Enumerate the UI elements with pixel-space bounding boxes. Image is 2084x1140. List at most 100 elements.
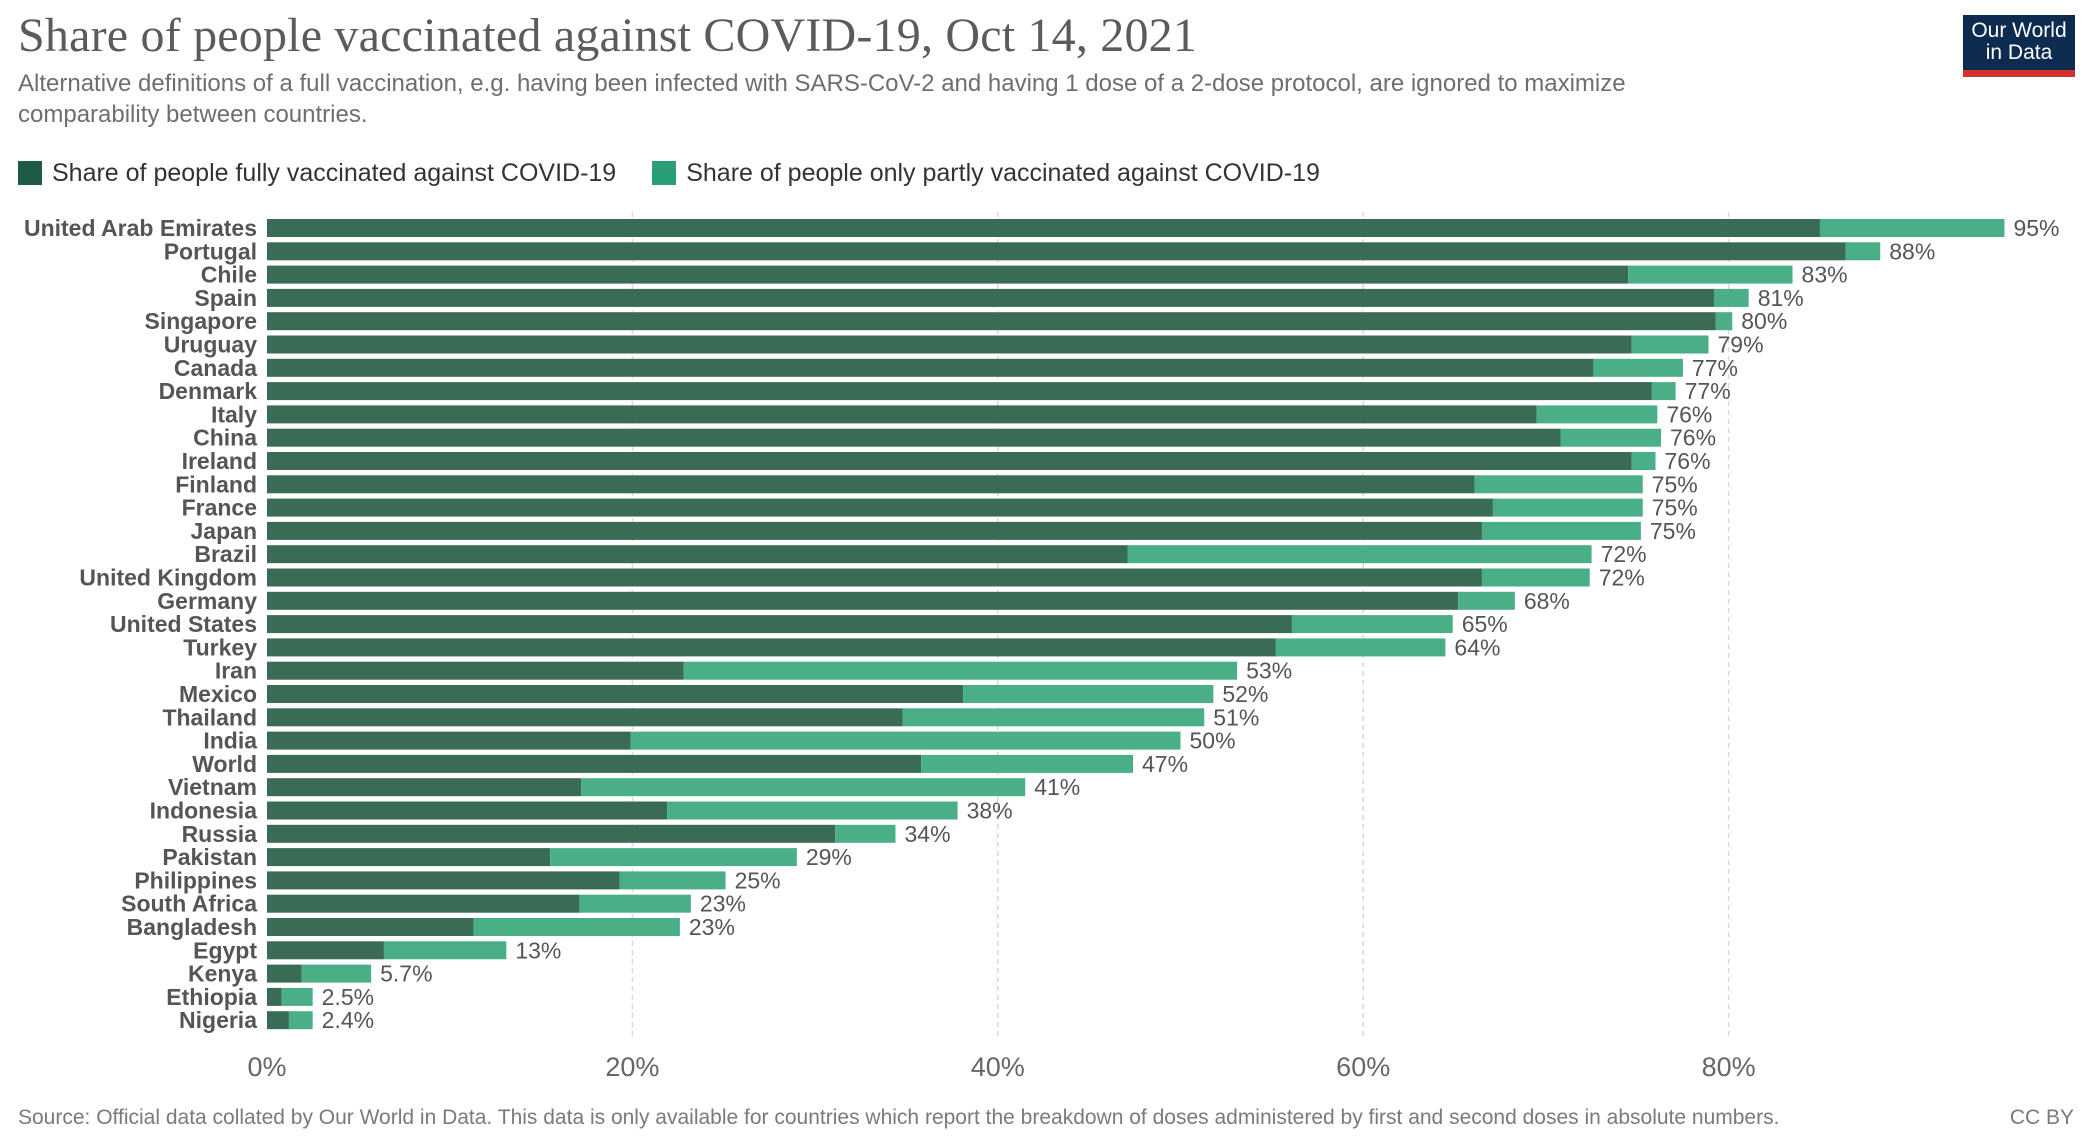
bar-fully — [267, 918, 474, 936]
category-label: Nigeria — [179, 1007, 257, 1033]
bar-partly — [835, 824, 896, 843]
bar-fully — [267, 708, 903, 727]
bar-fully — [267, 894, 580, 913]
category-label: Italy — [211, 401, 257, 427]
bar-partly — [581, 778, 1026, 797]
value-label: 23% — [700, 891, 746, 917]
bar-partly — [683, 661, 1238, 680]
bar-fully — [267, 242, 1846, 261]
value-label: 2.4% — [322, 1007, 374, 1033]
bar-partly — [1481, 568, 1590, 587]
bar-partly — [1715, 312, 1733, 331]
category-label: Mexico — [179, 681, 257, 707]
category-label: China — [193, 425, 257, 451]
logo-line-2: in Data — [1985, 41, 2053, 64]
chart-subtitle: Alternative definitions of a full vaccin… — [18, 70, 1626, 128]
bar-partly — [1458, 591, 1515, 610]
category-label: Ethiopia — [166, 984, 257, 1010]
value-label: 47% — [1142, 751, 1188, 777]
owid-logo[interactable]: Our World in Data — [1963, 15, 2075, 77]
bar-partly — [963, 685, 1214, 703]
bar-fully — [267, 801, 668, 820]
category-label: Singapore — [145, 308, 257, 334]
value-label: 5.7% — [380, 961, 432, 987]
bar-fully — [267, 941, 384, 960]
value-label: 79% — [1718, 332, 1764, 358]
bar-fully — [267, 964, 302, 983]
value-label: 34% — [904, 821, 950, 847]
legend-item-fully[interactable]: Share of people fully vaccinated against… — [18, 159, 616, 188]
bar-fully — [267, 545, 1128, 564]
value-label: 75% — [1650, 518, 1696, 544]
bar-fully — [267, 754, 922, 773]
bar-fully — [267, 591, 1459, 610]
category-label: Kenya — [188, 961, 257, 987]
value-label: 29% — [806, 844, 852, 870]
x-tick-label: 20% — [605, 1052, 659, 1082]
value-label: 75% — [1652, 471, 1698, 497]
category-label: Finland — [175, 471, 257, 497]
value-label: 52% — [1222, 681, 1268, 707]
bar-partly — [1275, 638, 1446, 657]
bar-fully — [267, 824, 836, 843]
bar-partly — [281, 987, 313, 1006]
category-label: Pakistan — [162, 844, 257, 870]
bar-partly — [1651, 382, 1676, 401]
category-label: Bangladesh — [127, 914, 257, 940]
value-label: 50% — [1190, 728, 1236, 754]
bar-partly — [1631, 335, 1709, 354]
value-label: 83% — [1802, 262, 1848, 288]
bar-fully — [267, 475, 1475, 494]
category-label: Spain — [194, 285, 257, 311]
category-label: Portugal — [164, 238, 257, 264]
source-note: Source: Official data collated by Our Wo… — [18, 1106, 1780, 1129]
bar-partly — [1560, 428, 1662, 447]
value-label: 68% — [1524, 588, 1570, 614]
legend-item-partly[interactable]: Share of people only partly vaccinated a… — [652, 159, 1320, 188]
category-label: United Arab Emirates — [24, 215, 257, 241]
category-label: Indonesia — [150, 798, 258, 824]
category-label: Vietnam — [168, 774, 257, 800]
bar-fully — [267, 312, 1716, 331]
license-link[interactable]: CC BY — [2009, 1106, 2074, 1129]
bar-fully — [267, 219, 1820, 237]
x-tick-label: 0% — [247, 1052, 286, 1082]
bar-partly — [1474, 475, 1643, 494]
bar-fully — [267, 452, 1632, 470]
value-label: 25% — [735, 867, 781, 893]
x-tick-label: 60% — [1336, 1052, 1390, 1082]
bar-fully — [267, 382, 1652, 401]
category-label: Canada — [174, 355, 257, 381]
value-label: 95% — [2013, 215, 2059, 241]
category-label: Denmark — [159, 378, 258, 404]
bar-fully — [267, 568, 1482, 587]
value-label: 77% — [1692, 355, 1738, 381]
bar-partly — [1845, 242, 1881, 261]
bar-fully — [267, 265, 1629, 284]
category-label: Japan — [191, 518, 257, 544]
bar-chart: 0% 20% 40% 60% 80% United Arab Emirates 95% Por… — [24, 212, 2060, 1082]
bar-partly — [902, 708, 1205, 727]
value-label: 76% — [1670, 425, 1716, 451]
legend: Share of people fully vaccinated against… — [18, 158, 1356, 188]
category-label: United Kingdom — [79, 565, 257, 591]
bar-partly — [1713, 288, 1749, 307]
bar-partly — [1536, 405, 1658, 424]
category-label: Iran — [215, 658, 257, 684]
value-label: 76% — [1666, 401, 1712, 427]
category-label: Turkey — [183, 634, 257, 660]
bar-fully — [267, 778, 582, 797]
bar-fully — [267, 358, 1594, 377]
category-label: Germany — [157, 588, 257, 614]
bar-fully — [267, 685, 964, 703]
category-label: South Africa — [121, 891, 257, 917]
value-label: 72% — [1599, 565, 1645, 591]
value-label: 23% — [689, 914, 735, 940]
bar-partly — [550, 848, 797, 867]
value-label: 77% — [1685, 378, 1731, 404]
value-label: 80% — [1741, 308, 1787, 334]
value-label: 64% — [1454, 634, 1500, 660]
bar-partly — [1492, 498, 1643, 517]
bar-partly — [1819, 219, 2005, 237]
bar-fully — [267, 428, 1561, 447]
